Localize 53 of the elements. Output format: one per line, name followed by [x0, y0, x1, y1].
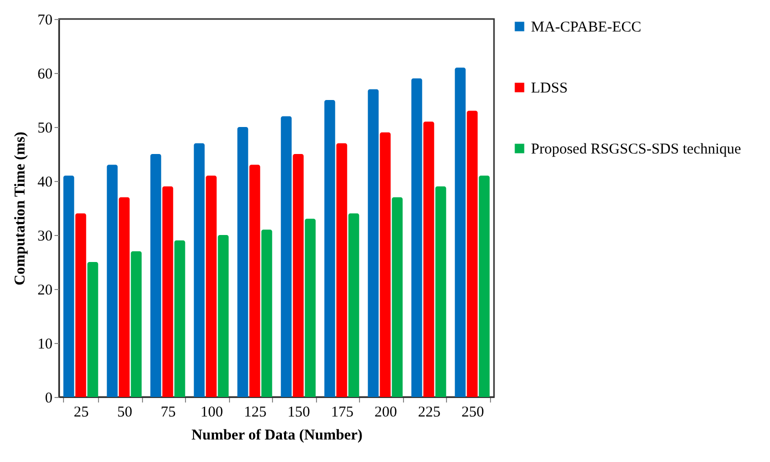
bar — [162, 186, 174, 397]
x-tick-label: 225 — [418, 404, 440, 420]
bar — [118, 197, 130, 397]
y-tick-label: 30 — [38, 228, 52, 244]
bar — [194, 143, 205, 397]
bar — [380, 132, 391, 397]
bar — [106, 164, 118, 397]
x-tick-label: 175 — [331, 404, 354, 420]
y-axis-title: Computation Time (ms) — [12, 132, 28, 286]
bar — [435, 186, 446, 397]
bar — [280, 116, 292, 397]
bar — [150, 154, 162, 397]
y-tick-label: 10 — [38, 336, 52, 352]
legend-label: Proposed RSGSCS-SDS technique — [531, 142, 742, 158]
bar — [75, 213, 86, 397]
y-tick-label: 0 — [45, 390, 52, 406]
x-tick-label: 250 — [462, 404, 484, 420]
legend-label: LDSS — [531, 80, 568, 96]
bar — [368, 89, 379, 397]
x-axis-title: Number of Data (Number) — [192, 428, 362, 444]
bar — [237, 127, 248, 397]
bar — [324, 100, 336, 397]
y-tick-label: 40 — [38, 174, 52, 190]
y-tick-label: 60 — [38, 66, 52, 82]
x-tick-label: 200 — [374, 404, 397, 420]
x-tick-label: 75 — [160, 404, 176, 420]
x-tick-label: 125 — [244, 404, 266, 420]
x-tick-label: 150 — [288, 404, 310, 420]
bar — [466, 110, 478, 397]
bar — [348, 213, 360, 397]
x-tick-label: 50 — [117, 404, 132, 420]
y-tick-label: 70 — [38, 12, 52, 28]
y-tick-label: 50 — [38, 120, 52, 136]
bar — [336, 143, 348, 397]
bar — [392, 197, 403, 397]
bar — [304, 218, 316, 397]
bar — [218, 235, 229, 397]
bar — [174, 240, 186, 397]
bar — [249, 164, 260, 397]
bar — [411, 78, 422, 397]
bar — [63, 176, 74, 397]
x-tick-label: 100 — [200, 404, 223, 420]
bar — [87, 262, 98, 397]
bar — [130, 251, 142, 397]
legend-label: MA-CPABE-ECC — [531, 20, 642, 36]
x-tick-label: 25 — [74, 404, 89, 420]
y-tick-label: 20 — [38, 282, 52, 298]
bar — [206, 176, 217, 397]
bar — [423, 122, 434, 397]
bar — [478, 176, 490, 397]
bar — [454, 68, 466, 397]
bar — [292, 154, 304, 397]
bar — [261, 230, 272, 397]
